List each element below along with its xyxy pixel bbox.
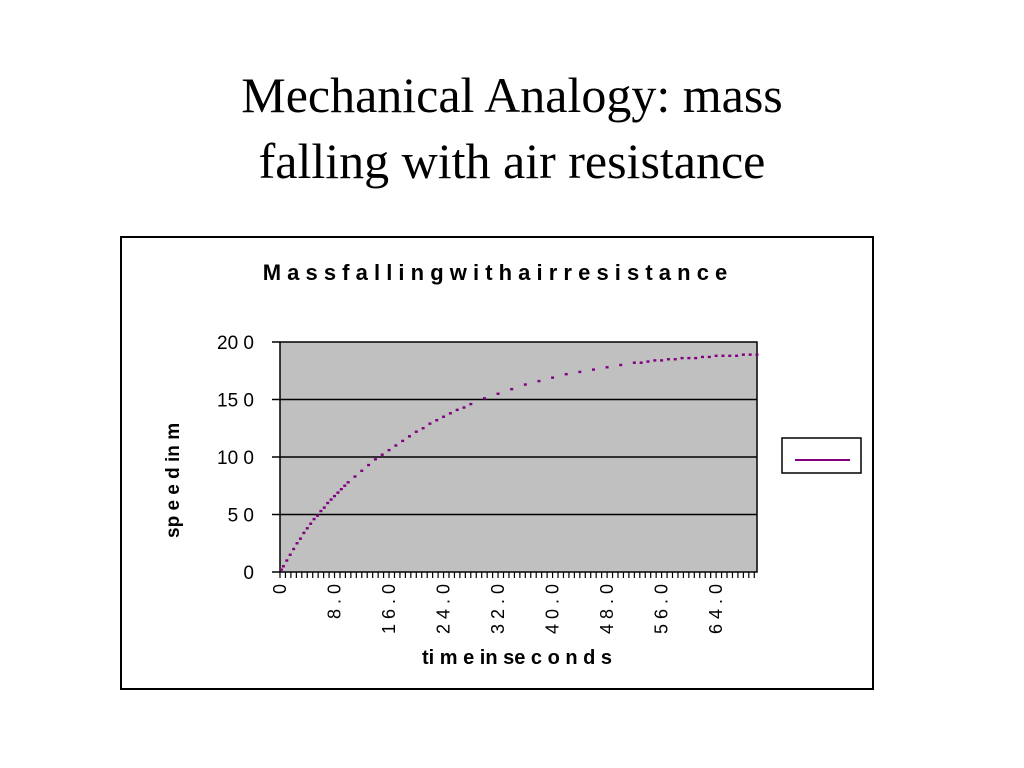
legend-box bbox=[781, 437, 862, 474]
data-point bbox=[605, 366, 609, 369]
data-point bbox=[666, 358, 670, 361]
data-point bbox=[741, 353, 745, 356]
x-tick-label: 4 0 . 0 bbox=[543, 584, 563, 634]
y-tick-label: 15 0 bbox=[217, 391, 254, 412]
data-point bbox=[315, 514, 319, 517]
data-point bbox=[721, 354, 725, 357]
data-point bbox=[295, 542, 299, 545]
x-axis-ticks: 0 8 . 0 1 6 . 0 2 4 . 0 3 2 . 0 4 0 . 0 4 8 . … bbox=[270, 572, 755, 634]
data-point bbox=[288, 553, 292, 556]
data-point bbox=[619, 363, 623, 367]
data-point bbox=[639, 361, 643, 364]
data-point bbox=[360, 469, 364, 472]
data-point bbox=[285, 559, 289, 562]
data-point bbox=[401, 439, 405, 443]
data-point bbox=[329, 498, 333, 501]
data-point bbox=[537, 379, 541, 383]
data-point bbox=[455, 408, 459, 412]
data-point bbox=[281, 565, 285, 568]
data-point bbox=[435, 419, 439, 422]
data-point bbox=[428, 422, 432, 425]
data-point bbox=[367, 463, 371, 467]
x-tick-label: 2 4 . 0 bbox=[434, 584, 454, 634]
y-axis-label-clip: sp e e d in m bbox=[163, 423, 184, 538]
data-point bbox=[687, 356, 691, 360]
chart-frame: M a s s f a l l i n g w i t h a i r r e … bbox=[120, 236, 874, 690]
data-point bbox=[343, 484, 347, 487]
data-point bbox=[482, 397, 486, 400]
data-point bbox=[319, 509, 323, 513]
data-point bbox=[735, 354, 739, 357]
slide-title-line-2: falling with air resistance bbox=[258, 133, 766, 189]
data-point bbox=[305, 527, 309, 530]
data-point bbox=[326, 501, 330, 505]
x-tick-label: 6 4 . 0 bbox=[706, 584, 726, 634]
data-point bbox=[292, 547, 296, 551]
data-point bbox=[346, 481, 350, 484]
data-point bbox=[694, 356, 698, 360]
data-point bbox=[312, 517, 316, 521]
slide-title-line-1: Mechanical Analogy: mass bbox=[241, 67, 783, 123]
data-point bbox=[353, 475, 357, 478]
data-point bbox=[748, 353, 752, 356]
data-point bbox=[448, 412, 452, 415]
data-point bbox=[387, 448, 391, 452]
x-axis-label: ti m e in se c o n d s bbox=[422, 647, 612, 669]
data-point bbox=[309, 522, 313, 525]
data-point bbox=[714, 354, 718, 357]
data-point bbox=[302, 531, 306, 535]
data-point bbox=[421, 427, 425, 430]
data-point bbox=[660, 359, 664, 362]
chart: M a s s f a l l i n g w i t h a i r r e … bbox=[163, 260, 862, 669]
y-axis-ticks: 0 5 0 10 0 15 0 20 0 bbox=[217, 333, 280, 584]
data-point bbox=[462, 406, 466, 409]
data-point bbox=[564, 373, 568, 376]
data-point bbox=[373, 458, 377, 461]
y-axis-label: sp e e d in m bbox=[163, 423, 184, 538]
y-tick-label: 5 0 bbox=[228, 506, 254, 527]
x-tick-label: 0 bbox=[270, 584, 290, 594]
data-point bbox=[322, 506, 326, 509]
data-point bbox=[510, 387, 514, 391]
data-point bbox=[469, 402, 473, 406]
data-point bbox=[442, 415, 446, 418]
data-point bbox=[653, 359, 657, 362]
data-point bbox=[333, 494, 337, 498]
data-point bbox=[707, 355, 711, 359]
data-point bbox=[591, 368, 595, 371]
data-point bbox=[298, 537, 302, 540]
data-point bbox=[496, 392, 500, 395]
data-point bbox=[414, 430, 418, 433]
data-point bbox=[551, 376, 555, 379]
data-point bbox=[673, 358, 677, 361]
x-tick-label: 1 6 . 0 bbox=[379, 584, 399, 634]
data-point bbox=[339, 488, 343, 491]
data-point bbox=[407, 435, 411, 438]
x-tick-label: 8 . 0 bbox=[325, 584, 345, 619]
data-point bbox=[680, 356, 684, 360]
y-tick-label: 10 0 bbox=[217, 448, 254, 469]
data-point bbox=[700, 355, 704, 359]
data-point bbox=[279, 568, 283, 571]
gridlines bbox=[280, 398, 757, 516]
data-point bbox=[523, 383, 527, 386]
data-point bbox=[336, 491, 340, 494]
slide-title: Mechanical Analogy: mass falling with ai… bbox=[0, 62, 1024, 194]
x-tick-label: 3 2 . 0 bbox=[488, 584, 508, 634]
data-point bbox=[394, 444, 398, 447]
data-series bbox=[279, 353, 759, 571]
data-point bbox=[380, 453, 384, 456]
data-point bbox=[646, 360, 650, 363]
data-point bbox=[632, 361, 636, 364]
data-point bbox=[728, 354, 732, 357]
x-tick-label: 5 6 . 0 bbox=[652, 584, 672, 634]
y-tick-label: 0 bbox=[243, 563, 254, 584]
data-point bbox=[578, 370, 582, 374]
chart-title: M a s s f a l l i n g w i t h a i r r e … bbox=[263, 260, 728, 285]
y-tick-label: 20 0 bbox=[217, 333, 254, 354]
x-tick-label: 4 8 . 0 bbox=[597, 584, 617, 634]
data-point bbox=[755, 353, 759, 356]
